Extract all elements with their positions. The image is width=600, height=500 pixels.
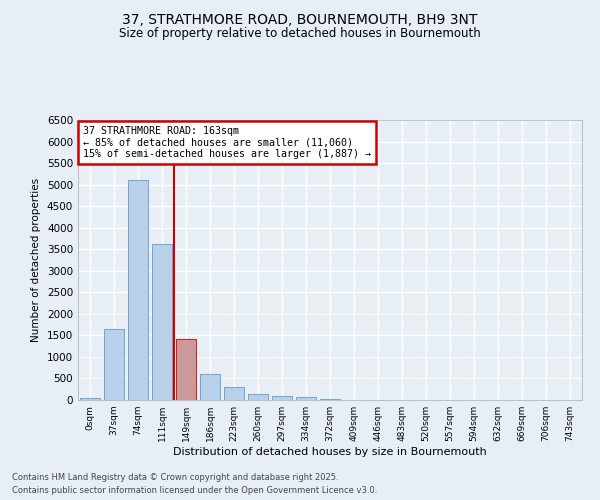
Text: 37 STRATHMORE ROAD: 163sqm
← 85% of detached houses are smaller (11,060)
15% of : 37 STRATHMORE ROAD: 163sqm ← 85% of deta…: [83, 126, 371, 159]
Bar: [296, 397, 316, 400]
Bar: [152, 244, 172, 400]
Bar: [176, 339, 196, 400]
Bar: [272, 396, 292, 400]
Text: Contains public sector information licensed under the Open Government Licence v3: Contains public sector information licen…: [12, 486, 377, 495]
Bar: [104, 329, 124, 400]
Bar: [200, 374, 220, 400]
Bar: [224, 386, 244, 400]
Text: Size of property relative to detached houses in Bournemouth: Size of property relative to detached ho…: [119, 28, 481, 40]
Bar: [128, 180, 148, 400]
Y-axis label: Number of detached properties: Number of detached properties: [31, 178, 41, 342]
X-axis label: Distribution of detached houses by size in Bournemouth: Distribution of detached houses by size …: [173, 447, 487, 457]
Bar: [80, 398, 100, 400]
Text: 37, STRATHMORE ROAD, BOURNEMOUTH, BH9 3NT: 37, STRATHMORE ROAD, BOURNEMOUTH, BH9 3N…: [122, 12, 478, 26]
Bar: [320, 398, 340, 400]
Bar: [248, 394, 268, 400]
Text: Contains HM Land Registry data © Crown copyright and database right 2025.: Contains HM Land Registry data © Crown c…: [12, 474, 338, 482]
